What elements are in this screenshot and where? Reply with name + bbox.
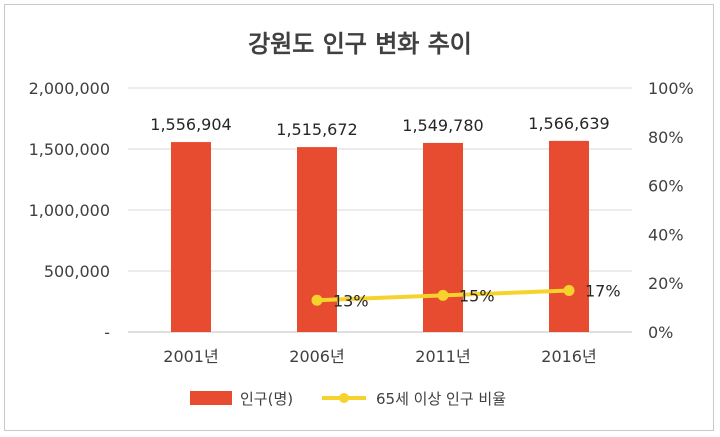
- line-data-labels: 13% 15% 17%: [333, 282, 621, 311]
- y-tick-label: 1,500,000: [29, 140, 110, 159]
- y2-tick-label: 0%: [648, 323, 673, 342]
- line-data-label: 15%: [459, 286, 495, 305]
- bar: [423, 142, 463, 332]
- legend-marker-elderly-ratio: [339, 393, 349, 403]
- y2-tick-label: 80%: [648, 128, 684, 147]
- bar-data-label: 1,549,780: [402, 116, 483, 135]
- bar-data-label: 1,515,672: [276, 120, 357, 139]
- line-point: [563, 285, 575, 297]
- legend: 인구(명) 65세 이상 인구 비율: [190, 390, 506, 408]
- bar-series: [171, 140, 589, 332]
- bar-data-label: 1,566,639: [528, 114, 609, 133]
- y-axis-ticks: - 500,000 1,000,000 1,500,000 2,000,000: [29, 79, 110, 342]
- y2-tick-label: 40%: [648, 225, 684, 244]
- bar-data-label: 1,556,904: [150, 115, 231, 134]
- line-data-label: 17%: [585, 282, 621, 301]
- x-tick-label: 2001년: [163, 347, 218, 366]
- legend-label-elderly-ratio: 65세 이상 인구 비율: [376, 390, 506, 408]
- y2-tick-label: 60%: [648, 177, 684, 196]
- x-axis-ticks: 2001년 2006년 2011년 2016년: [163, 347, 596, 366]
- line-data-label: 13%: [333, 291, 369, 310]
- gridlines: [128, 87, 632, 333]
- x-tick-label: 2006년: [289, 347, 344, 366]
- bar-data-labels: 1,556,904 1,515,672 1,549,780 1,566,639: [150, 114, 609, 139]
- legend-label-population: 인구(명): [240, 390, 293, 408]
- line-point: [311, 294, 323, 306]
- x-tick-label: 2011년: [415, 347, 470, 366]
- bar: [171, 142, 211, 332]
- chart-frame: [4, 4, 714, 431]
- y-tick-label: -: [104, 323, 110, 342]
- y2-tick-label: 100%: [648, 79, 694, 98]
- legend-swatch-population: [190, 391, 232, 405]
- line-point: [437, 289, 449, 301]
- chart-title: 강원도 인구 변화 추이: [248, 30, 472, 58]
- y2-axis-ticks: 0% 20% 40% 60% 80% 100%: [648, 79, 694, 342]
- y-tick-label: 1,000,000: [29, 201, 110, 220]
- bar: [549, 140, 589, 332]
- x-tick-label: 2016년: [541, 347, 596, 366]
- y2-tick-label: 20%: [648, 274, 684, 293]
- y-tick-label: 500,000: [44, 262, 110, 281]
- line-series: [311, 285, 575, 306]
- y-tick-label: 2,000,000: [29, 79, 110, 98]
